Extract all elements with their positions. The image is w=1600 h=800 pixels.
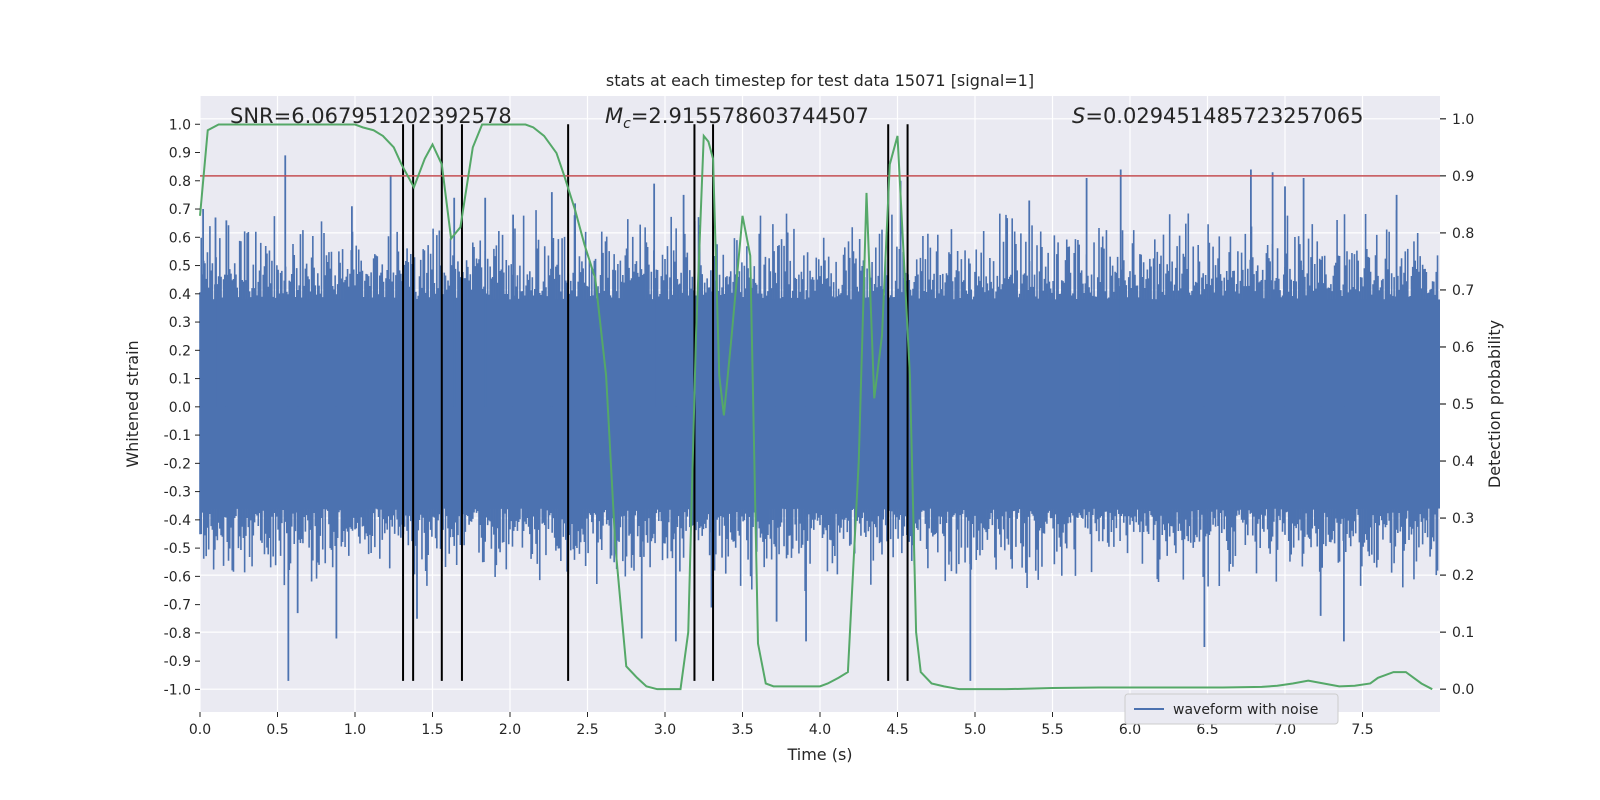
x-tick-label: 6.0	[1119, 722, 1141, 738]
x-tick-label: 2.5	[576, 722, 598, 738]
right-y-tick-label: 0.0	[1452, 682, 1474, 698]
chirp-mass-value: =2.915578603744507	[631, 104, 869, 128]
x-axis-label: Time (s)	[786, 745, 852, 764]
legend: waveform with noise	[1124, 693, 1339, 725]
right-y-tick-label: 0.9	[1452, 169, 1474, 185]
x-axis-ticks: 0.0 0.5 1.0 1.5 2.0 2.5 3.0 3.5 4.0 4.5 5.0 5.5 6.0 6…	[189, 712, 1374, 738]
right-y-axis-ticks: 1.0 0.9 0.8 0.7 0.6 0.5 0.4 0.3 0.2 0.1 0.0	[1440, 112, 1474, 698]
right-y-tick-label: 0.8	[1452, 226, 1474, 242]
left-y-tick-label: -0.3	[164, 485, 191, 501]
right-y-tick-label: 0.4	[1452, 454, 1474, 470]
chirp-mass-subscript: c	[623, 116, 631, 132]
s-annotation: S=0.029451485723257065	[1072, 104, 1363, 128]
x-tick-label: 4.0	[809, 722, 831, 738]
x-tick-label: 7.5	[1351, 722, 1373, 738]
left-y-tick-label: -0.5	[164, 541, 191, 557]
s-symbol: S	[1072, 104, 1085, 128]
x-tick-label: 5.0	[964, 722, 986, 738]
right-y-tick-label: 0.5	[1452, 397, 1474, 413]
x-tick-label: 0.0	[189, 722, 211, 738]
left-y-tick-label: 0.2	[169, 343, 191, 359]
right-y-tick-label: 0.7	[1452, 283, 1474, 299]
left-y-tick-label: 0.5	[169, 259, 191, 275]
left-y-tick-label: 0.3	[169, 315, 191, 331]
s-value: =0.029451485723257065	[1085, 104, 1363, 128]
left-y-tick-label: -1.0	[164, 682, 191, 698]
left-y-tick-label: -0.2	[164, 456, 191, 472]
left-y-tick-label: -0.1	[164, 428, 191, 444]
left-y-tick-label: 0.9	[169, 146, 191, 162]
right-y-tick-label: 1.0	[1452, 112, 1474, 128]
left-y-tick-label: 0.8	[169, 174, 191, 190]
left-y-tick-label: 0.0	[169, 400, 191, 416]
x-tick-label: 6.5	[1196, 722, 1218, 738]
x-tick-label: 4.5	[886, 722, 908, 738]
snr-annotation: SNR=6.067951202392578	[230, 104, 512, 128]
left-y-tick-label: -0.6	[164, 569, 191, 585]
chirp-mass-symbol: M	[605, 104, 623, 128]
legend-box	[1124, 693, 1339, 725]
chart-title: stats at each timestep for test data 150…	[606, 71, 1034, 90]
right-y-tick-label: 0.3	[1452, 511, 1474, 527]
x-tick-label: 5.5	[1041, 722, 1063, 738]
waveform-spikes	[199, 155, 1439, 681]
right-y-tick-label: 0.6	[1452, 340, 1474, 356]
left-y-tick-label: 1.0	[169, 117, 191, 133]
left-y-tick-label: -0.8	[164, 626, 191, 642]
x-tick-label: 3.5	[731, 722, 753, 738]
right-y-tick-label: 0.2	[1452, 568, 1474, 584]
left-y-tick-label: 0.7	[169, 202, 191, 218]
x-tick-label: 0.5	[266, 722, 288, 738]
left-y-tick-label: -0.9	[164, 654, 191, 670]
waveform-series	[199, 155, 1440, 681]
right-y-axis-label: Detection probability	[1485, 320, 1504, 488]
left-y-tick-label: 0.6	[169, 230, 191, 246]
left-y-tick-label: -0.7	[164, 598, 191, 614]
x-tick-label: 1.0	[344, 722, 366, 738]
left-y-axis-label: Whitened strain	[123, 340, 142, 467]
left-y-tick-label: 0.1	[169, 372, 191, 388]
legend-label-waveform: waveform with noise	[1173, 702, 1318, 718]
left-y-tick-label: 0.4	[169, 287, 191, 303]
x-tick-label: 2.0	[499, 722, 521, 738]
chirp-mass-annotation: Mc=2.915578603744507	[605, 104, 869, 132]
left-y-tick-label: -0.4	[164, 513, 191, 529]
detection-probability-line	[199, 123, 1433, 691]
right-y-tick-label: 0.1	[1452, 625, 1474, 641]
x-tick-label: 3.0	[654, 722, 676, 738]
left-y-axis-ticks: 1.0 0.9 0.8 0.7 0.6 0.5 0.4 0.3 0.2 0.1 0.0 -0.1 -0.…	[164, 117, 200, 698]
x-tick-label: 7.0	[1274, 722, 1296, 738]
x-tick-label: 1.5	[421, 722, 443, 738]
